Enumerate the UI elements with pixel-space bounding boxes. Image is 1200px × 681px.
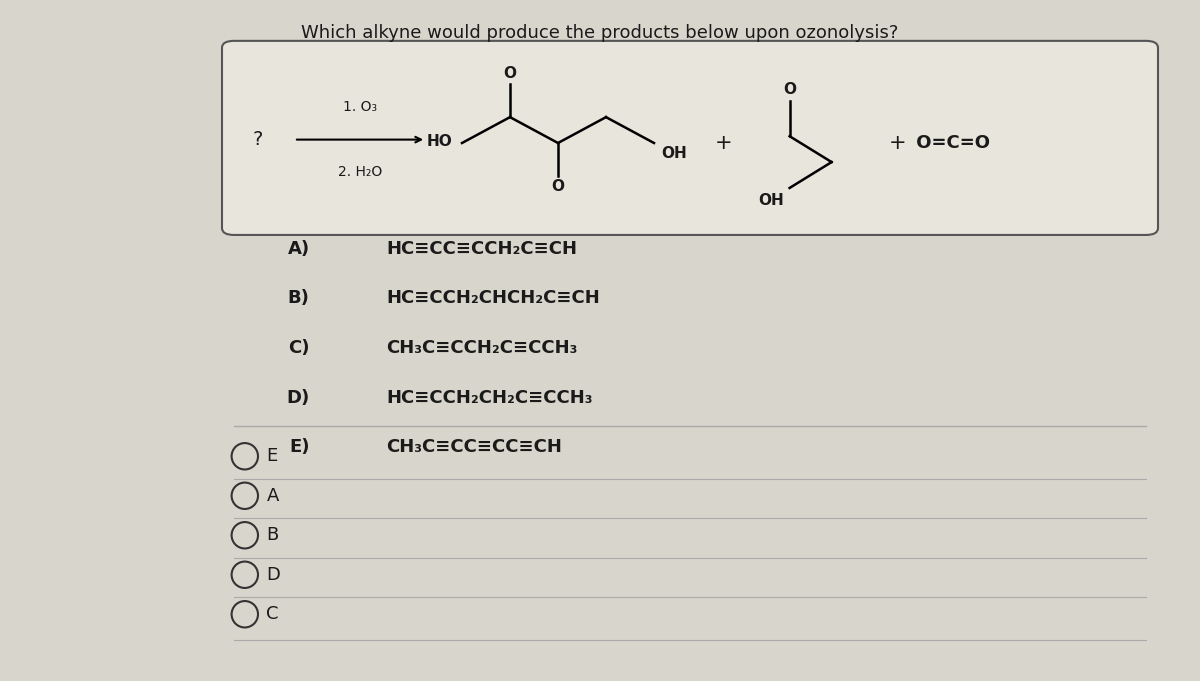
Text: 2. H₂O: 2. H₂O	[338, 165, 382, 179]
Text: CH₃C≡CCH₂C≡CCH₃: CH₃C≡CCH₂C≡CCH₃	[386, 339, 577, 357]
Text: A): A)	[288, 240, 310, 257]
FancyBboxPatch shape	[222, 41, 1158, 235]
Text: D: D	[266, 566, 281, 584]
Text: O: O	[784, 82, 796, 97]
Text: HO: HO	[427, 134, 452, 149]
Text: HC≡CC≡CCH₂C≡CH: HC≡CC≡CCH₂C≡CH	[386, 240, 577, 257]
Text: D): D)	[287, 389, 310, 407]
Text: HC≡CCH₂CH₂C≡CCH₃: HC≡CCH₂CH₂C≡CCH₃	[386, 389, 593, 407]
Text: CH₃C≡CC≡CC≡CH: CH₃C≡CC≡CC≡CH	[386, 439, 563, 456]
Text: E: E	[266, 447, 277, 465]
Text: 1. O₃: 1. O₃	[343, 100, 377, 114]
Text: C: C	[266, 605, 278, 623]
Text: ?: ?	[253, 130, 263, 149]
Text: A: A	[266, 487, 278, 505]
Text: C): C)	[288, 339, 310, 357]
Text: OH: OH	[758, 193, 784, 208]
Text: +: +	[715, 133, 732, 153]
Text: B): B)	[288, 289, 310, 307]
Text: +: +	[889, 133, 906, 153]
Text: O=C=O: O=C=O	[910, 134, 990, 152]
Text: O: O	[552, 179, 564, 194]
Text: HC≡CCH₂CHCH₂C≡CH: HC≡CCH₂CHCH₂C≡CH	[386, 289, 600, 307]
Text: Which alkyne would produce the products below upon ozonolysis?: Which alkyne would produce the products …	[301, 24, 899, 42]
Text: E): E)	[289, 439, 310, 456]
Text: OH: OH	[661, 146, 686, 161]
Text: O: O	[504, 66, 516, 81]
Text: B: B	[266, 526, 278, 544]
